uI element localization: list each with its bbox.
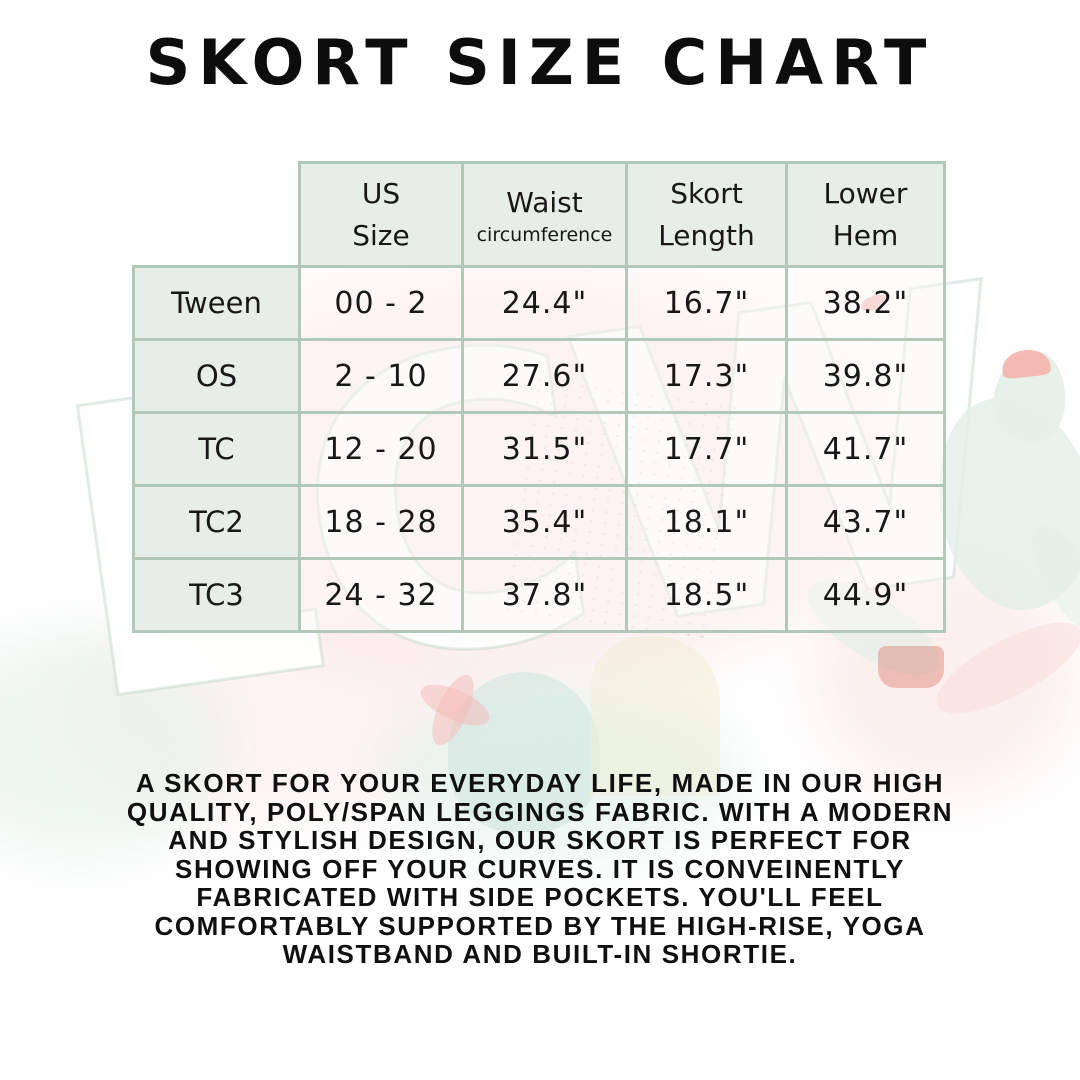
waist-cell: 35.4"	[461, 484, 628, 560]
description-line: AND STYLISH DESIGN, OUR SKORT IS PERFECT…	[168, 825, 912, 855]
table-row-os: OS 2 - 10 27.6" 17.3" 39.8"	[132, 338, 946, 414]
table-row-tc3: TC3 24 - 32 37.8" 18.5" 44.9"	[132, 557, 946, 633]
skort-length-cell: 17.7"	[625, 411, 788, 487]
size-name-cell: TC3	[132, 557, 301, 633]
table-row-tc2: TC2 18 - 28 35.4" 18.1" 43.7"	[132, 484, 946, 560]
size-name-cell: Tween	[132, 265, 301, 341]
plant-pot-icon	[878, 646, 944, 688]
tall-cactus-icon	[590, 636, 720, 796]
waist-cell: 27.6"	[461, 338, 628, 414]
description-line: QUALITY, POLY/SPAN LEGGINGS FABRIC. WITH…	[126, 796, 954, 827]
column-header-lower-hem: Lower Hem	[785, 161, 946, 268]
description-line: COMFORTABLY SUPPORTED BY THE HIGH-RISE, …	[154, 910, 926, 941]
header-spacer-cell	[134, 163, 300, 267]
size-name-cell: TC2	[132, 484, 301, 560]
header-label: Hem	[832, 218, 899, 252]
skort-length-cell: 16.7"	[625, 265, 788, 341]
table-header-row: US Size Waist circumference Skort Length…	[134, 161, 946, 268]
lower-hem-cell: 41.7"	[785, 411, 946, 487]
header-label: Lower	[823, 176, 908, 210]
page-title: SKORT SIZE CHART	[145, 26, 935, 99]
us-size-cell: 00 - 2	[298, 265, 464, 341]
us-size-cell: 12 - 20	[298, 411, 464, 487]
table-row-tc: TC 12 - 20 31.5" 17.7" 41.7"	[132, 411, 946, 487]
lower-hem-cell: 38.2"	[785, 265, 946, 341]
description-line: A SKORT FOR YOUR EVERYDAY LIFE, MADE IN …	[135, 768, 945, 798]
header-label: Length	[658, 218, 755, 252]
skort-size-table: US Size Waist circumference Skort Length…	[132, 161, 946, 633]
lower-hem-cell: 39.8"	[785, 338, 946, 414]
header-sublabel: circumference	[476, 224, 613, 247]
table-row-tween: Tween 00 - 2 24.4" 16.7" 38.2"	[132, 265, 946, 341]
description-line: WAISTBAND AND BUILT-IN SHORTIE.	[282, 939, 798, 969]
waist-cell: 37.8"	[461, 557, 628, 633]
waist-cell: 24.4"	[461, 265, 628, 341]
skort-length-cell: 18.1"	[625, 484, 788, 560]
header-label: Size	[352, 218, 410, 252]
column-header-waist: Waist circumference	[461, 161, 628, 268]
description-line: FABRICATED WITH SIDE POCKETS. YOU'LL FEE…	[196, 882, 884, 912]
skort-length-cell: 17.3"	[625, 338, 788, 414]
lower-hem-cell: 44.9"	[785, 557, 946, 633]
header-label: Skort	[670, 176, 743, 210]
lower-hem-cell: 43.7"	[785, 484, 946, 560]
description-line: SHOWING OFF YOUR CURVES. IT IS CONVEINEN…	[175, 853, 905, 884]
mint-wash-blob	[0, 630, 230, 860]
header-label: US	[361, 176, 401, 210]
column-header-skort-length: Skort Length	[625, 161, 788, 268]
waist-cell: 31.5"	[461, 411, 628, 487]
us-size-cell: 24 - 32	[298, 557, 464, 633]
header-label: Waist	[506, 186, 583, 220]
column-header-us-size: US Size	[298, 161, 464, 268]
size-name-cell: TC	[132, 411, 301, 487]
skort-length-cell: 18.5"	[625, 557, 788, 633]
us-size-cell: 18 - 28	[298, 484, 464, 560]
us-size-cell: 2 - 10	[298, 338, 464, 414]
description-paragraph: A SKORT FOR YOUR EVERYDAY LIFE, MADE IN …	[80, 769, 1000, 969]
size-name-cell: OS	[132, 338, 301, 414]
